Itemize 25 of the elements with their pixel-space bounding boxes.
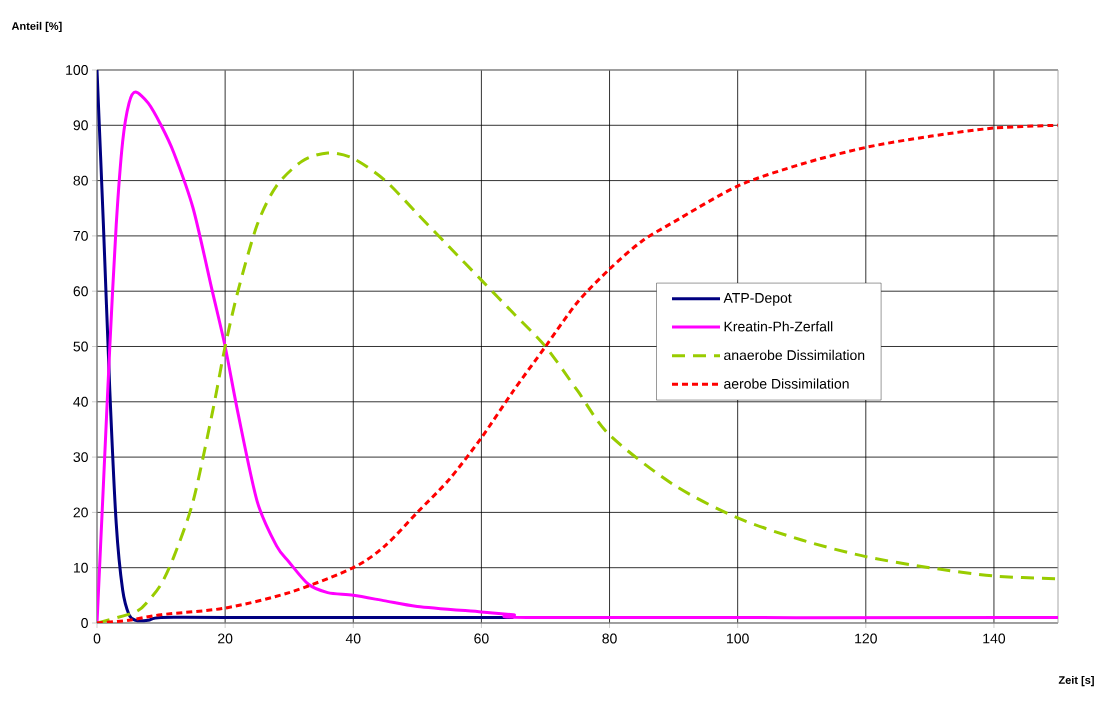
y-tick-label: 10	[73, 562, 88, 573]
y-tick-label: 80	[73, 175, 88, 186]
y-tick-label: 70	[73, 230, 88, 241]
y-tick-label: 90	[73, 120, 88, 131]
legend-label: aerobe Dissimilation	[724, 378, 849, 389]
x-tick-label: 20	[218, 633, 233, 644]
y-tick-label: 100	[66, 65, 88, 75]
x-tick-label: 40	[345, 633, 361, 644]
x-tick-label: 120	[855, 633, 877, 644]
legend-label: Kreatin-Ph-Zerfall	[724, 321, 833, 332]
x-tick-label: 140	[983, 633, 1006, 644]
x-tick-label: 100	[727, 633, 749, 644]
y-tick-label: 0	[81, 618, 88, 628]
x-tick-label: 80	[602, 633, 617, 644]
y-tick-label: 50	[73, 341, 88, 352]
y-axis-title: Anteil [%]	[11, 21, 62, 33]
legend-label: ATP-Depot	[723, 293, 792, 306]
y-tick-label: 40	[73, 396, 88, 407]
x-tick-label: 60	[474, 633, 489, 644]
y-tick-label: 60	[73, 286, 88, 297]
y-tick-label: 30	[73, 452, 88, 463]
x-tick-label: 0	[93, 633, 101, 644]
y-tick-label: 20	[73, 507, 88, 518]
x-axis-title: Zeit [s]	[1058, 675, 1094, 687]
legend-label: anaerobe Dissimilation	[724, 349, 865, 361]
